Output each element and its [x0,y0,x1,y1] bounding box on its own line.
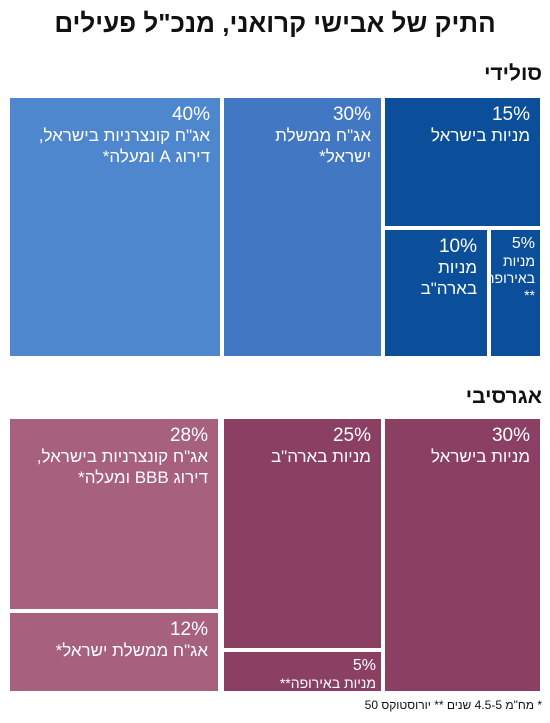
tile-label: אג"ח ממשלת ישראל* [55,641,208,660]
tile-label: מניות באירופה** [279,675,376,691]
tile-percent: 40% [171,104,210,125]
tile-percent: 28% [169,425,208,446]
tile-label: אג"ח קונצרניות בישראל, דירוג A ומעלה* [38,126,210,166]
tile-solid-us-stocks: 10% מניות בארה"ב [385,230,487,356]
chart-title: התיק של אבישי קרואני, מנכ"ל פעילים [54,8,496,38]
tile-percent: 5% [352,657,376,674]
tile-solid-europe-stocks: 5%מניות באירופה ** [491,230,540,356]
tile-aggr-gov-bonds: 12% אג"ח ממשלת ישראל* [10,613,218,691]
tile-aggr-europe-stocks: 5% מניות באירופה** [224,652,381,691]
tile-percent: 30% [332,104,371,125]
tile-percent: 5% [511,235,535,252]
tile-label: מניות בישראל [430,447,530,466]
tile-percent: 25% [332,425,371,446]
tile-label: מניות באירופה ** [491,253,535,303]
tile-aggr-corporate-bonds: 28% אג"ח קונצרניות בישראל, דירוג BBB ומעל… [10,419,218,609]
tile-percent: 15% [491,104,530,125]
tile-label: אג"ח ממשלת ישראל* [275,126,371,166]
tile-label: אג"ח קונצרניות בישראל, דירוג BBB ומעלה* [36,447,208,487]
tile-percent: 12% [169,619,208,640]
section-label-solid: סולידי [484,62,542,85]
tile-solid-gov-bonds: 30% אג"ח ממשלת ישראל* [224,98,381,356]
tile-label: מניות בארה"ב [271,447,371,466]
tile-solid-israel-stocks: 15% מניות בישראל [385,98,540,226]
tile-aggr-us-stocks: 25% מניות בארה"ב [224,419,381,648]
tile-solid-corporate-bonds: 40% אג"ח קונצרניות בישראל, דירוג A ומעלה* [10,98,220,356]
tile-percent: 10% [438,236,477,257]
tile-label: מניות בארה"ב [420,258,477,298]
section-label-aggressive: אגרסיבי [465,385,542,408]
tile-aggr-israel-stocks: 30% מניות בישראל [385,419,540,691]
footnote: * מח"מ 4.5-5 שנים ** יורוסטוקס 50 [364,698,542,712]
tile-label: מניות בישראל [430,126,530,145]
tile-percent: 30% [491,425,530,446]
